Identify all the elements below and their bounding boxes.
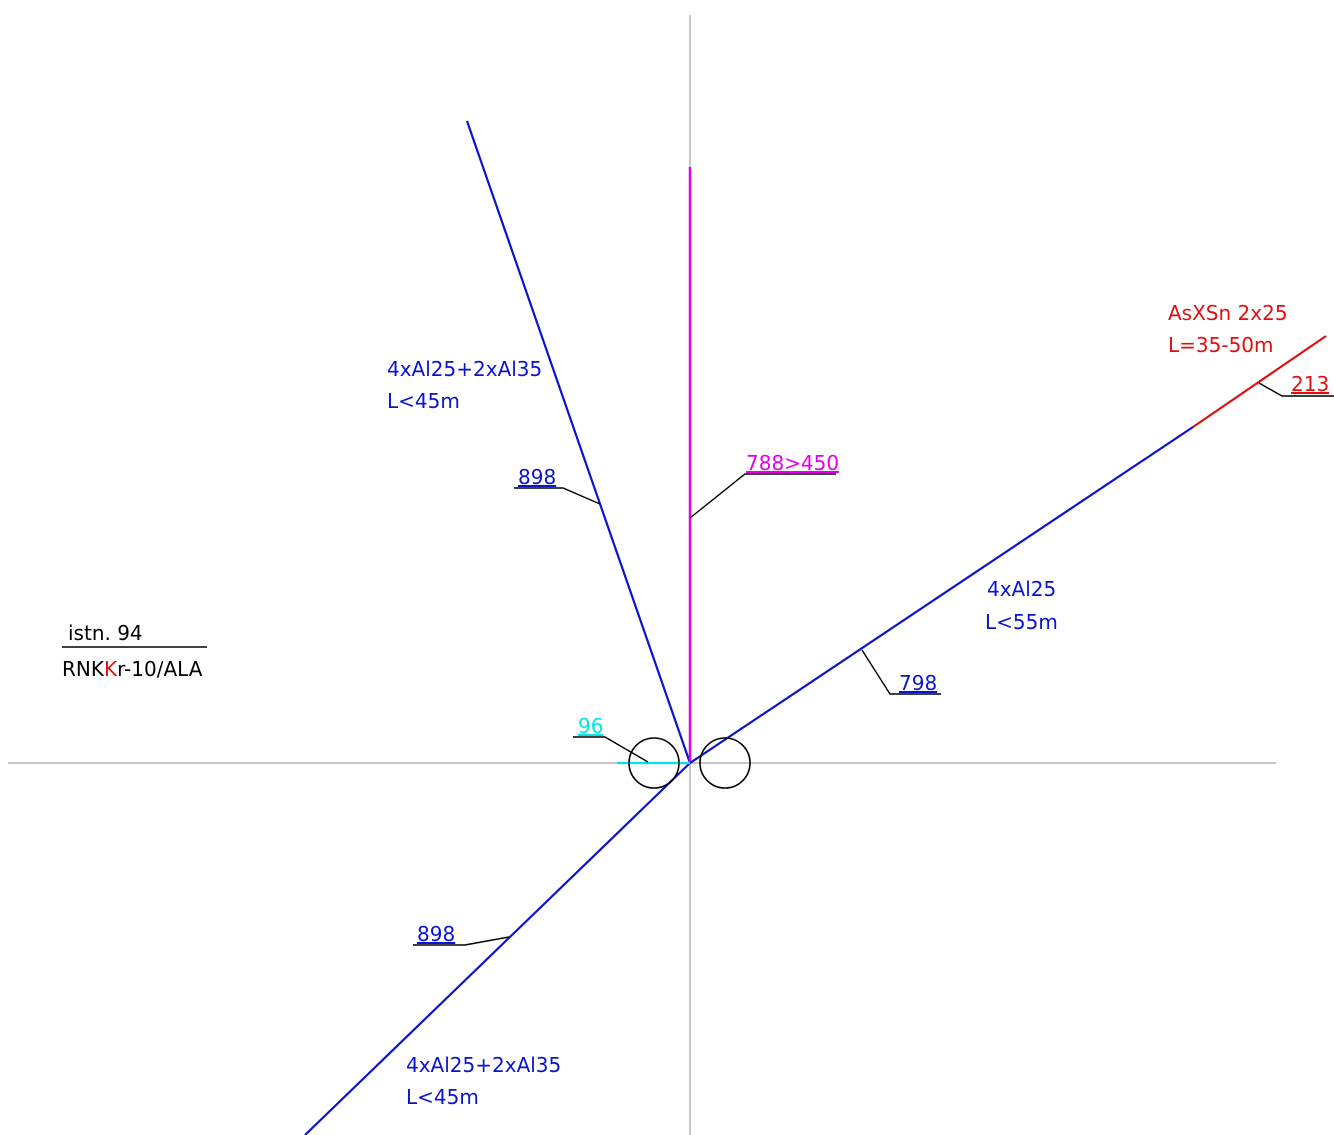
nw-cable-spec: 4xAl25+2xAl35 (387, 357, 542, 381)
leader-ne-number (861, 649, 941, 695)
cable-ne (689, 426, 1194, 764)
sw-cable-length: L<45m (406, 1085, 479, 1109)
station-name: istn. 94 (68, 621, 143, 645)
leader-vertical-number (689, 473, 836, 519)
ne-cable-number: 798 (899, 671, 937, 695)
nw-cable-length: L<45m (387, 389, 460, 413)
cable-nw (465, 120, 692, 764)
short-cable-number: 96 (578, 714, 603, 738)
ne-ext-cable-spec: AsXSn 2x25 (1168, 301, 1288, 325)
ne-cable-length: L<55m (985, 610, 1058, 634)
node-circle-left (628, 737, 680, 789)
station-type-highlight: K (104, 657, 118, 681)
ne-ext-cable-length: L=35-50m (1168, 333, 1274, 357)
leader-ne-ext-number (1258, 382, 1334, 397)
ne-cable-spec: 4xAl25 (987, 577, 1056, 601)
station-type-prefix: RNK (62, 657, 105, 681)
sw-cable-number: 898 (417, 922, 455, 946)
station-type: RNKKr-10/ALA (62, 657, 203, 681)
station-type-suffix: r-10/ALA (117, 657, 203, 681)
leader-nw-number (514, 487, 601, 505)
node-circle-right (699, 737, 751, 789)
nw-cable-number: 898 (518, 465, 556, 489)
ne-ext-cable-number: 213 (1291, 372, 1329, 396)
leader-sw-number (413, 936, 510, 946)
cable-ne-extension (1192, 335, 1327, 428)
cable-sw (304, 762, 691, 1135)
sw-cable-spec: 4xAl25+2xAl35 (406, 1053, 561, 1077)
leader-small-number (573, 736, 649, 763)
vertical-cable-number: 788>450 (746, 451, 839, 475)
